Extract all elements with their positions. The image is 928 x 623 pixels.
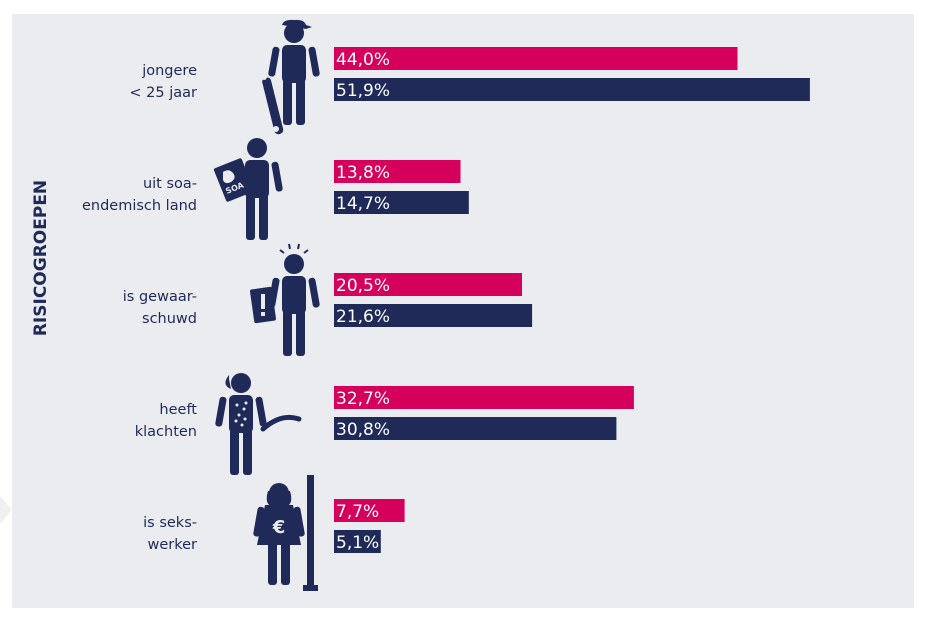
bar-b-4 bbox=[334, 530, 381, 553]
bar-a-4 bbox=[334, 499, 405, 522]
category-label-0-line-1: < 25 jaar bbox=[129, 85, 197, 101]
icons-group: SOA € bbox=[213, 19, 321, 591]
category-label-1-line-0: uit soa- bbox=[143, 176, 197, 192]
bar-b-2 bbox=[334, 304, 533, 327]
category-label-3-line-0: heeft bbox=[159, 402, 197, 418]
svg-text:€: € bbox=[272, 517, 286, 538]
bar-b-3 bbox=[334, 417, 617, 440]
edge-arrow-icon bbox=[0, 496, 12, 524]
category-label-2-line-0: is gewaar- bbox=[123, 289, 197, 305]
y-axis-title: RISICOGROEPEN bbox=[31, 180, 51, 336]
bars-group: 44,0% 51,9% 13,8% 14,7% 20,5% 21,6% 32,7% 30,8%… bbox=[334, 47, 810, 553]
globe-soa-icon: SOA bbox=[213, 138, 284, 240]
bar-label-b-4: 5,1% bbox=[336, 533, 379, 553]
warning-sign-icon bbox=[249, 243, 321, 356]
bar-b-1 bbox=[334, 191, 469, 214]
bar-a-1 bbox=[334, 160, 461, 183]
category-label-4-line-0: is seks- bbox=[143, 515, 197, 531]
bar-label-a-4: 7,7% bbox=[336, 502, 379, 522]
bar-label-b-1: 14,7% bbox=[336, 194, 390, 214]
sex-worker-streetlamp-icon: € bbox=[252, 475, 318, 591]
category-label-2-line-1: schuwd bbox=[142, 311, 197, 327]
sick-person-icon bbox=[214, 373, 302, 475]
bar-b-0 bbox=[334, 78, 810, 101]
bar-a-3 bbox=[334, 386, 634, 409]
skateboarder-icon bbox=[261, 19, 321, 135]
category-label-4-line-1: werker bbox=[147, 537, 197, 553]
bar-label-a-3: 32,7% bbox=[336, 389, 390, 409]
category-label-1-line-1: endemisch land bbox=[82, 198, 197, 214]
bar-label-b-2: 21,6% bbox=[336, 307, 390, 327]
category-label-3-line-1: klachten bbox=[135, 424, 197, 440]
bar-label-b-3: 30,8% bbox=[336, 420, 390, 440]
bar-label-a-1: 13,8% bbox=[336, 163, 390, 183]
bar-label-a-0: 44,0% bbox=[336, 50, 390, 70]
category-label-0-line-0: jongere bbox=[141, 63, 197, 79]
bar-label-b-0: 51,9% bbox=[336, 81, 390, 101]
bar-a-0 bbox=[334, 47, 738, 70]
bar-label-a-2: 20,5% bbox=[336, 276, 390, 296]
bar-a-2 bbox=[334, 273, 522, 296]
category-labels: jongere < 25 jaar uit soa-endemisch land is… bbox=[82, 63, 197, 553]
